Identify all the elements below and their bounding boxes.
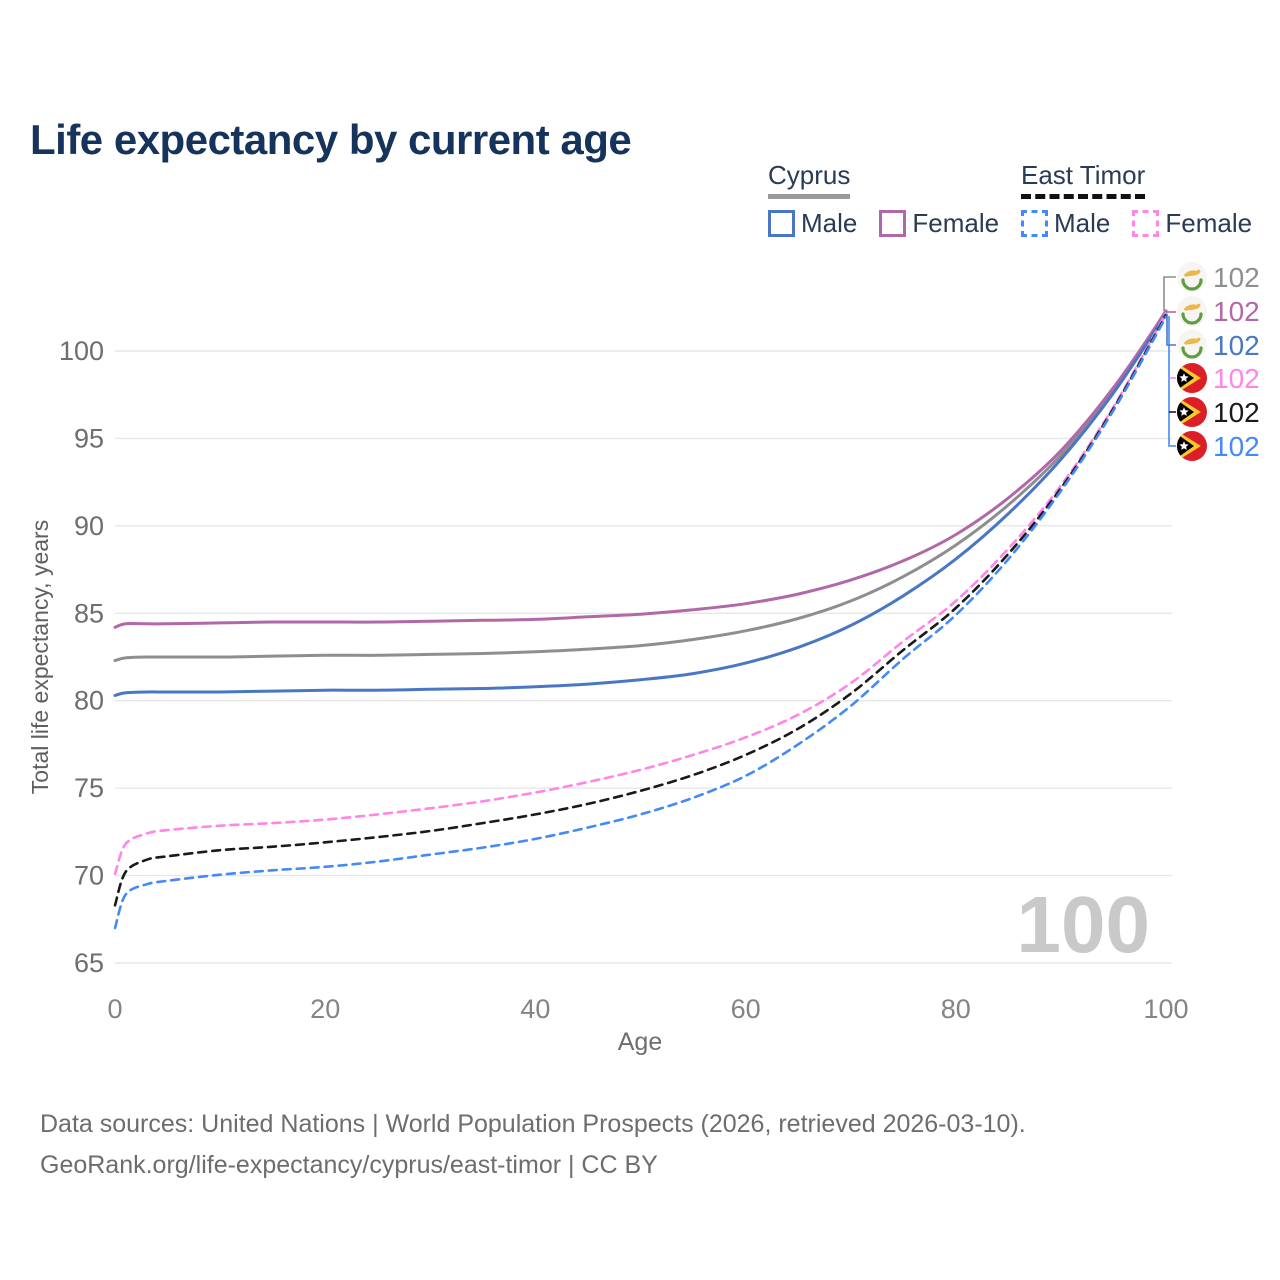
series-line-easttimor-both[interactable]: [113, 313, 1168, 907]
y-tick-label: 100: [59, 336, 104, 366]
cyprus-flag-icon: [1177, 330, 1207, 360]
attribution-line: GeoRank.org/life-expectancy/cyprus/east-…: [40, 1151, 658, 1179]
east-timor-flag-icon: [1177, 431, 1207, 461]
legend-item-east-timor-female[interactable]: Female: [1132, 208, 1252, 239]
series-line-cyprus-male[interactable]: [113, 312, 1168, 697]
y-tick-label: 70: [74, 861, 104, 891]
end-connector: [1163, 276, 1176, 311]
end-value-label-cyprus-female: 102: [1213, 296, 1260, 327]
x-tick-label: 80: [941, 994, 971, 1024]
legend-label: Male: [1054, 208, 1111, 238]
end-value-label-cyprus-both: 102: [1213, 262, 1260, 293]
legend-country-cyprus: Cyprus: [768, 160, 851, 199]
series-line-cyprus-female[interactable]: [113, 310, 1168, 629]
end-connector: [1166, 314, 1176, 346]
end-value-label-easttimor-female: 102: [1213, 363, 1260, 394]
y-tick-label: 85: [74, 598, 104, 628]
east-timor-flag-icon: [1177, 363, 1207, 393]
x-tick-label: 100: [1143, 994, 1188, 1024]
series-line-easttimor-male[interactable]: [113, 315, 1168, 930]
legend-item-east-timor-male[interactable]: Male: [1021, 208, 1110, 239]
legend-country-east-timor: East Timor: [1021, 160, 1146, 199]
x-tick-label: 20: [310, 994, 340, 1024]
series-line-easttimor-female[interactable]: [113, 312, 1168, 876]
east-timor-male-swatch-icon: [1021, 210, 1048, 237]
cyprus-flag-icon: [1177, 296, 1207, 326]
x-tick-label: 0: [107, 994, 122, 1024]
x-tick-label: 60: [731, 994, 761, 1024]
age-counter-watermark: 100: [1017, 880, 1150, 969]
y-axis-title: Total life expectancy, years: [27, 520, 53, 794]
end-value-label-easttimor-male: 102: [1213, 431, 1260, 462]
legend-group-east-timor: East Timor Male Female: [1021, 160, 1252, 239]
y-tick-label: 65: [74, 948, 104, 978]
y-tick-label: 75: [74, 773, 104, 803]
page-title: Life expectancy by current age: [30, 116, 632, 164]
end-connector: [1168, 316, 1176, 447]
y-tick-label: 95: [74, 423, 104, 453]
footer: Data sources: United Nations | World Pop…: [40, 1104, 1026, 1186]
cyprus-flag-icon: [1177, 262, 1207, 292]
legend-label: Female: [912, 208, 1000, 238]
data-sources-line: Data sources: United Nations | World Pop…: [40, 1110, 1026, 1138]
end-value-label-easttimor-both: 102: [1213, 397, 1260, 428]
end-value-label-cyprus-male: 102: [1213, 330, 1260, 361]
east-timor-flag-icon: [1177, 397, 1207, 427]
y-tick-label: 80: [74, 686, 104, 716]
east-timor-female-swatch-icon: [1132, 210, 1160, 237]
life-expectancy-chart: 65 70 75 80 85 90 95 100 0 20 40 60 80 100 Age Total li…: [27, 262, 1260, 1056]
cyprus-male-swatch-icon: [768, 210, 795, 237]
legend-label: Female: [1165, 208, 1253, 238]
x-tick-label: 40: [520, 994, 550, 1024]
legend-item-cyprus-male[interactable]: Male: [768, 208, 857, 239]
legend-group-cyprus: Cyprus Male Female: [768, 160, 999, 239]
series-line-cyprus-both[interactable]: [113, 309, 1168, 662]
cyprus-female-swatch-icon: [879, 210, 907, 237]
y-tick-label: 90: [74, 511, 104, 541]
x-axis-title: Age: [618, 1028, 662, 1056]
legend-item-cyprus-female[interactable]: Female: [879, 208, 999, 239]
legend-label: Male: [801, 208, 858, 238]
